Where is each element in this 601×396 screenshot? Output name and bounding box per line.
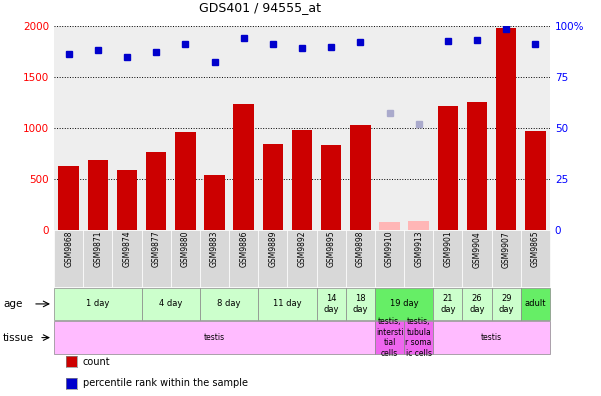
Bar: [375, 230, 404, 287]
Bar: [375, 322, 404, 354]
Text: GSM9910: GSM9910: [385, 231, 394, 267]
Bar: [525, 131, 546, 230]
Text: GSM9865: GSM9865: [531, 231, 540, 267]
Text: GSM9904: GSM9904: [472, 231, 481, 268]
Bar: [112, 230, 142, 287]
Bar: [175, 132, 195, 230]
Text: age: age: [3, 299, 22, 309]
Bar: [346, 230, 375, 287]
Bar: [409, 221, 429, 230]
Bar: [321, 145, 341, 230]
Bar: [433, 230, 462, 287]
Text: 1 day: 1 day: [86, 299, 109, 308]
Text: testis: testis: [204, 333, 225, 342]
Text: GSM9889: GSM9889: [268, 231, 277, 267]
Text: GSM9895: GSM9895: [327, 231, 336, 267]
Bar: [292, 130, 312, 230]
Bar: [54, 322, 375, 354]
Bar: [58, 166, 79, 230]
Text: testis,
tubula
r soma
ic cells: testis, tubula r soma ic cells: [406, 318, 432, 358]
Bar: [263, 144, 283, 230]
Text: 29
day: 29 day: [498, 294, 514, 314]
Bar: [492, 230, 520, 287]
Text: GSM9877: GSM9877: [151, 231, 160, 267]
Bar: [204, 175, 225, 230]
Bar: [404, 230, 433, 287]
Bar: [200, 288, 258, 320]
Bar: [258, 230, 287, 287]
Bar: [117, 169, 137, 230]
Bar: [88, 160, 108, 230]
Bar: [462, 288, 492, 320]
Bar: [346, 288, 375, 320]
Text: count: count: [83, 356, 111, 367]
Bar: [84, 230, 112, 287]
Text: GSM9892: GSM9892: [297, 231, 307, 267]
Text: 8 day: 8 day: [218, 299, 241, 308]
Bar: [350, 125, 371, 230]
Text: GSM9913: GSM9913: [414, 231, 423, 267]
Bar: [520, 230, 550, 287]
Bar: [433, 322, 550, 354]
Text: GDS401 / 94555_at: GDS401 / 94555_at: [199, 1, 321, 14]
Bar: [146, 152, 166, 230]
Text: 21
day: 21 day: [440, 294, 456, 314]
Bar: [317, 230, 346, 287]
Text: testis: testis: [481, 333, 502, 342]
Text: tissue: tissue: [3, 333, 34, 343]
Bar: [375, 288, 433, 320]
Text: adult: adult: [525, 299, 546, 308]
Bar: [404, 322, 433, 354]
Bar: [433, 288, 462, 320]
Bar: [233, 104, 254, 230]
Text: percentile rank within the sample: percentile rank within the sample: [83, 378, 248, 388]
Bar: [438, 106, 458, 230]
Bar: [142, 230, 171, 287]
Bar: [200, 230, 229, 287]
Text: GSM9874: GSM9874: [123, 231, 132, 267]
Text: GSM9907: GSM9907: [502, 231, 511, 268]
Text: 19 day: 19 day: [390, 299, 418, 308]
Text: 18
day: 18 day: [353, 294, 368, 314]
Text: 4 day: 4 day: [159, 299, 183, 308]
Bar: [467, 102, 487, 230]
Text: 26
day: 26 day: [469, 294, 485, 314]
Bar: [258, 288, 317, 320]
Bar: [142, 288, 200, 320]
Bar: [462, 230, 492, 287]
Bar: [54, 230, 84, 287]
Bar: [171, 230, 200, 287]
Text: 14
day: 14 day: [323, 294, 339, 314]
Bar: [317, 288, 346, 320]
Text: testis,
intersti
tial
cells: testis, intersti tial cells: [376, 318, 403, 358]
Text: GSM9901: GSM9901: [444, 231, 453, 267]
Bar: [54, 288, 142, 320]
Bar: [287, 230, 317, 287]
Text: GSM9883: GSM9883: [210, 231, 219, 267]
Text: GSM9886: GSM9886: [239, 231, 248, 267]
Bar: [379, 222, 400, 230]
Text: GSM9868: GSM9868: [64, 231, 73, 267]
Bar: [492, 288, 520, 320]
Text: GSM9871: GSM9871: [93, 231, 102, 267]
Text: 11 day: 11 day: [273, 299, 302, 308]
Text: GSM9898: GSM9898: [356, 231, 365, 267]
Bar: [520, 288, 550, 320]
Bar: [496, 28, 516, 230]
Bar: [229, 230, 258, 287]
Text: GSM9880: GSM9880: [181, 231, 190, 267]
